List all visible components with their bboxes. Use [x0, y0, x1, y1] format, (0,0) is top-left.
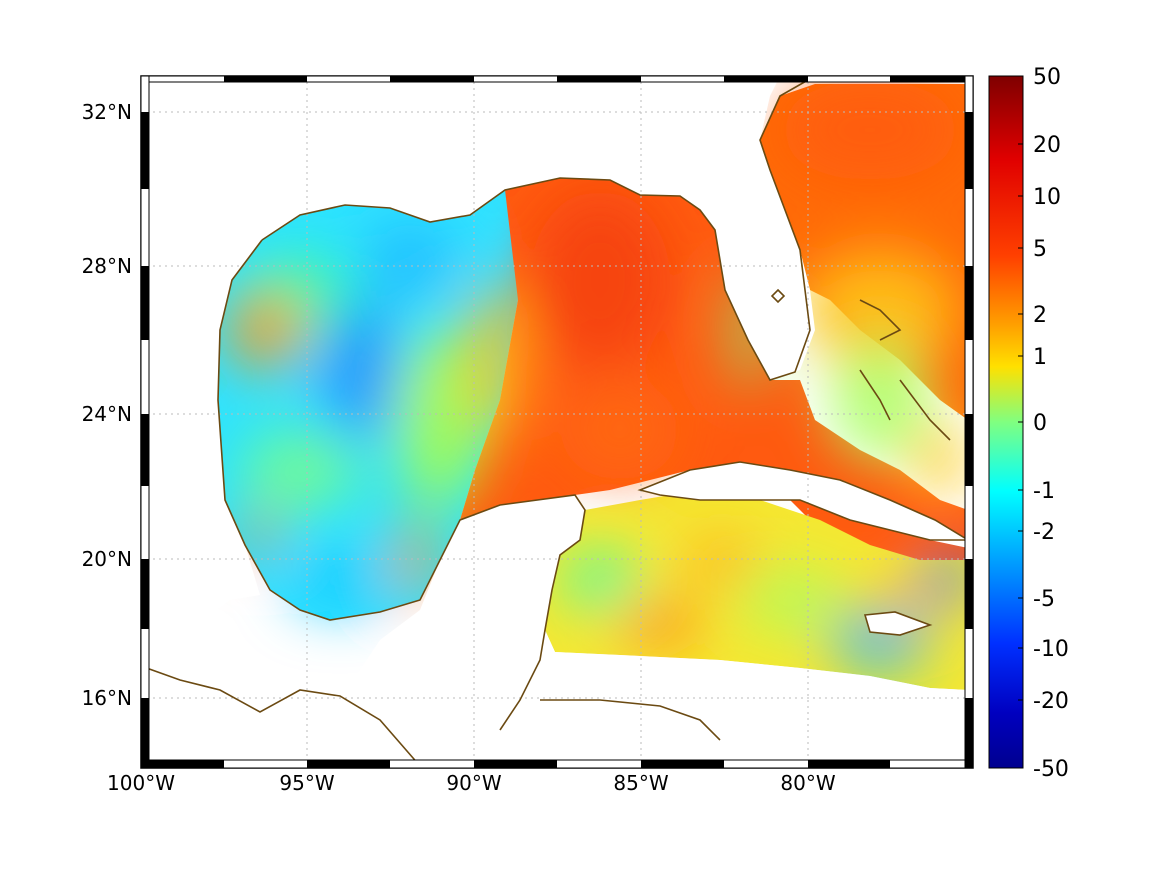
colorbar-tick-label: 1 — [1033, 345, 1047, 370]
coastlines — [141, 76, 971, 767]
colorbar-tick-label: -10 — [1033, 637, 1069, 662]
y-tick-label: 28°N — [82, 254, 132, 278]
x-tick-label: 85°W — [613, 771, 668, 795]
colorbar-tick-label: 5 — [1033, 237, 1047, 262]
y-tick-label: 16°N — [82, 686, 132, 710]
map-panel — [141, 76, 973, 768]
gulf-coast-us-mexico — [261, 76, 816, 381]
colorbar-tick-label: 20 — [1033, 133, 1061, 158]
data-field — [141, 76, 970, 768]
colorbar-tick-label: -2 — [1033, 520, 1055, 545]
colorbar-tick-label: -1 — [1033, 479, 1055, 504]
y-tick-label: 32°N — [82, 100, 132, 124]
jamaica-coast — [863, 611, 933, 636]
x-axis-labels: 100°W 95°W 90°W 85°W 80°W — [107, 771, 836, 795]
bahamas-coast — [859, 299, 951, 441]
central-america-coast — [141, 665, 421, 767]
mexico-coast — [217, 239, 586, 731]
colorbar-gradient — [988, 75, 1024, 769]
y-axis-labels: 32°N 28°N 24°N 20°N 16°N — [82, 100, 132, 710]
y-tick-label: 20°N — [82, 547, 132, 571]
honduras-coast — [540, 699, 721, 741]
colorbar-tick-label: -5 — [1033, 587, 1055, 612]
land-mask — [141, 76, 968, 768]
colorbar-tick-label: 0 — [1033, 411, 1047, 436]
grid-lines — [141, 76, 973, 768]
y-tick-label: 24°N — [82, 402, 132, 426]
x-tick-label: 100°W — [107, 771, 175, 795]
map-frame — [140, 75, 974, 769]
colorbar-tick-label: 2 — [1033, 303, 1047, 328]
colorbar-tick-label: 10 — [1033, 185, 1061, 210]
colorbar-tick-label: 50 — [1033, 65, 1061, 90]
cuba-coast — [637, 461, 971, 541]
x-tick-label: 90°W — [446, 771, 501, 795]
colorbar-tick-label: -20 — [1033, 689, 1069, 714]
x-tick-label: 95°W — [279, 771, 334, 795]
colorbar-tick-label: -50 — [1033, 757, 1069, 782]
colorbar: 50 20 10 5 2 1 0 -1 -2 -5 -10 -20 -50 — [988, 65, 1069, 782]
lake-okeechobee — [770, 288, 786, 304]
x-tick-label: 80°W — [780, 771, 835, 795]
